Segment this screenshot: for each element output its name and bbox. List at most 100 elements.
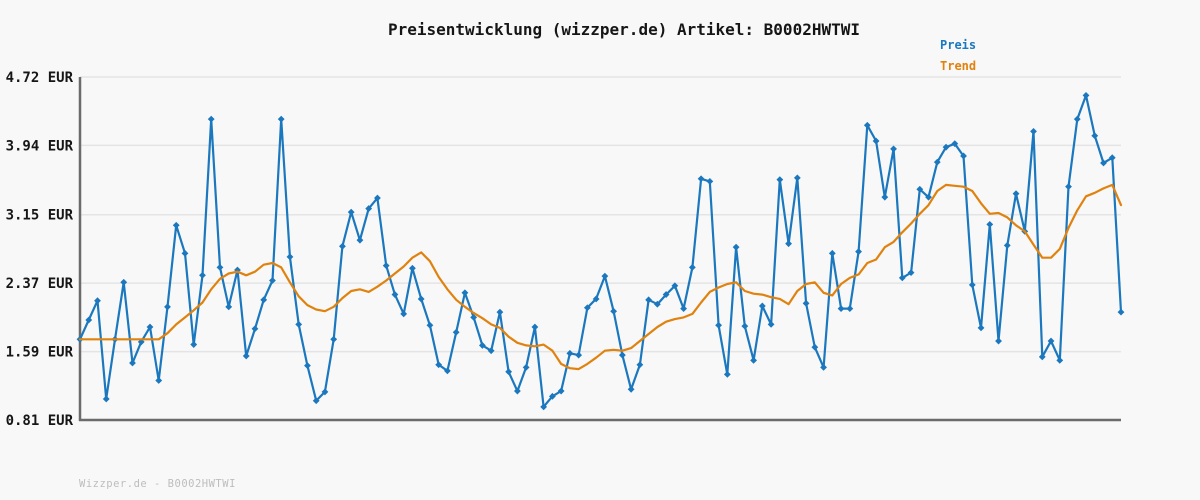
data-point-marker [758, 302, 766, 310]
legend-preis-label: Preis [940, 38, 977, 52]
data-point-marker [400, 310, 408, 318]
data-point-marker [793, 174, 801, 182]
data-point-marker [557, 387, 565, 395]
trend-line [78, 183, 1123, 371]
data-point-marker [688, 263, 696, 271]
data-point-marker [120, 278, 128, 286]
data-point-marker [146, 323, 154, 331]
data-point-marker [872, 137, 880, 145]
data-point-marker [417, 295, 425, 303]
data-point-marker [995, 337, 1002, 345]
data-point-marker [444, 367, 451, 375]
data-point-marker [225, 303, 233, 311]
data-point-marker [618, 351, 626, 359]
data-point-marker [496, 308, 504, 316]
data-point-marker [811, 343, 819, 351]
data-point-marker [890, 145, 897, 153]
data-point-marker [409, 264, 416, 272]
data-point-marker [767, 320, 775, 328]
data-point-marker [881, 193, 889, 201]
data-point-marker [172, 221, 180, 229]
data-point-marker [741, 322, 749, 330]
data-point-marker [820, 363, 827, 371]
data-point-marker [1100, 159, 1107, 167]
data-point-marker [321, 388, 329, 396]
data-point-marker [846, 305, 854, 312]
data-point-marker [1030, 127, 1037, 135]
preis-line [78, 94, 1123, 408]
data-point-marker [1056, 356, 1064, 364]
data-point-marker [951, 140, 959, 148]
data-point-marker [653, 300, 661, 308]
data-point-marker [1091, 132, 1099, 140]
data-point-marker [94, 297, 101, 305]
data-point-marker [269, 277, 276, 284]
data-point-marker [199, 271, 206, 279]
data-point-marker [627, 385, 635, 393]
data-point-marker [960, 152, 967, 160]
data-point-marker [129, 359, 136, 367]
data-point-marker [164, 303, 171, 311]
data-point-marker [312, 397, 320, 405]
data-point-marker [207, 115, 215, 123]
data-point-marker [732, 243, 740, 251]
data-point-marker [575, 351, 583, 359]
data-point-marker [863, 121, 871, 129]
data-point-marker [505, 368, 513, 376]
data-point-marker [1047, 337, 1055, 345]
data-point-marker [426, 321, 434, 329]
y-tick-label: 3.94 EUR [6, 138, 74, 154]
data-point-marker [1117, 308, 1125, 316]
data-point-marker [365, 205, 373, 212]
axis-spines [78, 77, 1121, 422]
legend-trend-label: Trend [940, 59, 977, 73]
data-point-marker [636, 361, 644, 369]
data-point-marker [1108, 154, 1116, 162]
data-point-marker [470, 313, 478, 321]
y-tick-label: 1.59 EUR [6, 345, 74, 361]
data-point-marker [610, 307, 618, 315]
data-point-marker [802, 299, 810, 307]
data-point-marker [304, 362, 311, 370]
data-point-marker [583, 304, 591, 312]
data-point-marker [968, 281, 976, 289]
data-point-marker [461, 289, 469, 297]
data-point-marker [645, 296, 653, 304]
data-point-marker [828, 249, 836, 257]
data-point-marker [907, 269, 915, 277]
data-point-marker [391, 291, 399, 298]
data-point-marker [925, 193, 932, 201]
chart-title: Preisentwicklung (wizzper.de) Artikel: B… [387, 20, 860, 39]
data-point-marker [277, 115, 285, 123]
y-tick-label: 0.81 EUR [6, 413, 74, 429]
data-point-marker [190, 341, 198, 348]
data-point-marker [479, 342, 486, 349]
data-point-marker [452, 328, 460, 336]
data-point-marker [601, 272, 609, 280]
data-point-marker [750, 356, 757, 364]
data-point-marker [697, 175, 705, 183]
data-point-marker [1073, 115, 1081, 123]
grid-lines [80, 76, 1121, 353]
data-point-marker [1082, 92, 1090, 99]
data-point-marker [1065, 183, 1072, 191]
y-tick-label: 4.72 EUR [6, 70, 74, 86]
data-point-marker [898, 274, 906, 282]
data-point-marker [916, 185, 924, 193]
data-point-marker [1003, 242, 1011, 249]
preis-markers [76, 92, 1125, 411]
preis-polyline [78, 94, 1123, 408]
data-point-marker [339, 242, 346, 250]
data-point-marker [942, 143, 950, 151]
data-point-marker [785, 240, 792, 248]
data-point-marker [295, 320, 303, 328]
data-point-marker [435, 361, 443, 369]
data-point-marker [531, 323, 539, 331]
chart-legend: Preis Trend [940, 38, 976, 73]
data-point-marker [374, 194, 381, 202]
y-tick-label: 3.15 EUR [6, 208, 74, 224]
data-point-marker [330, 335, 338, 343]
data-point-marker [216, 263, 224, 271]
